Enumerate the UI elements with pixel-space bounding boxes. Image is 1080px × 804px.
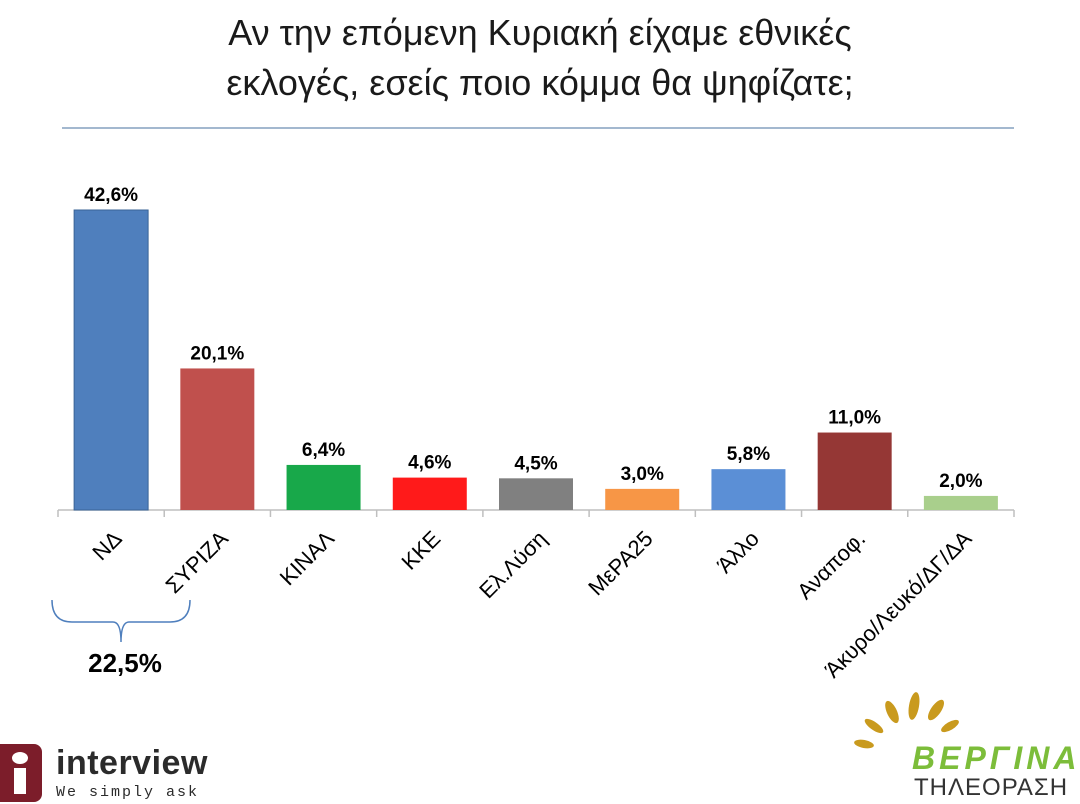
category-label-2: ΣΥΡΙΖΑ (161, 526, 233, 598)
data-label-9: 2,0% (939, 471, 982, 492)
category-label-1: ΝΔ (87, 526, 127, 566)
title-line-2: εκλογές, εσείς ποιο κόμμα θα ψηφίζατε; (226, 62, 854, 103)
category-label-3: ΚΙΝΑΛ (275, 526, 340, 591)
category-label-7: Άλλο (712, 526, 764, 578)
category-label-4: ΚΚΕ (397, 526, 446, 575)
data-label-8: 11,0% (828, 408, 881, 429)
interview-logo: interview We simply ask (0, 738, 230, 804)
vergina-tv-logo: ΒΕΡΓΙΝΑ ΤΗΛΕΟΡΑΣΗ (842, 686, 1080, 804)
chart-title: Αν την επόμενη Κυριακή είχαμε εθνικές εκ… (0, 8, 1080, 108)
bar-4 (392, 477, 467, 510)
data-label-3: 6,4% (302, 440, 345, 461)
bar-1 (73, 209, 149, 511)
bracket-total-label: 22,5% (88, 648, 162, 678)
data-label-2: 20,1% (190, 343, 244, 364)
data-label-7: 5,8% (727, 444, 770, 465)
bar-chart: 42,6% ΝΔ 20,1% ΣΥΡΙΖΑ 6,4% ΚΙΝΑΛ 4,6% ΚΚΕ 4,5% Ελ… (51, 185, 1015, 682)
interview-logo-slogan: We simply ask (56, 784, 200, 801)
bar-5 (499, 478, 573, 510)
data-label-1: 42,6% (84, 185, 138, 206)
info-icon (0, 744, 42, 802)
vergina-logo-name: ΒΕΡΓΙΝΑ (912, 740, 1080, 776)
category-label-6: ΜεΡΑ25 (583, 526, 657, 600)
bar-9 (923, 495, 998, 510)
category-label-5: Ελ.Λύση (474, 526, 551, 603)
bar-3 (286, 464, 361, 510)
vergina-sun-icon (854, 692, 959, 749)
data-label-5: 4,5% (514, 453, 557, 474)
title-line-1: Αν την επόμενη Κυριακή είχαμε εθνικές (228, 12, 852, 53)
interview-logo-name: interview (56, 744, 208, 782)
bar-6 (605, 488, 680, 510)
group-bracket (51, 599, 191, 643)
title-divider (62, 127, 1014, 129)
bar-2 (180, 368, 255, 510)
vergina-logo-sub: ΤΗΛΕΟΡΑΣΗ (914, 774, 1069, 801)
data-label-4: 4,6% (408, 453, 451, 474)
category-label-8: Αναποφ. (792, 526, 870, 604)
bar-7 (711, 469, 786, 510)
data-label-6: 3,0% (621, 464, 664, 485)
bar-8 (817, 432, 892, 510)
